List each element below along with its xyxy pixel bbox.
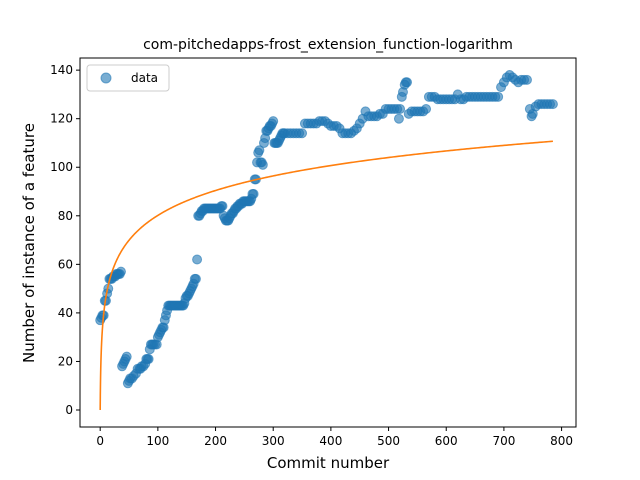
fit-line [99, 140, 553, 411]
y-tick-label: 100 [50, 160, 73, 174]
y-tick-label: 80 [58, 209, 73, 223]
x-tick-label: 200 [204, 434, 227, 448]
legend-label-data: data [131, 71, 158, 85]
x-tick-label: 500 [377, 434, 400, 448]
x-axis-label: Commit number [267, 454, 390, 472]
data-point [143, 354, 154, 365]
data-point [402, 77, 413, 88]
plot-area [95, 69, 558, 411]
data-point [297, 128, 308, 139]
data-point [421, 103, 432, 114]
data-point [393, 113, 404, 124]
y-tick-label: 40 [58, 306, 73, 320]
y-axis-label: Number of instance of a feature [20, 123, 38, 363]
y-tick-label: 140 [50, 63, 73, 77]
data-point [268, 116, 279, 127]
y-tick-label: 120 [50, 112, 73, 126]
data-point [257, 159, 268, 170]
y-tick-label: 60 [58, 257, 73, 271]
data-point [254, 145, 265, 156]
data-point [190, 273, 201, 284]
data-point [248, 188, 259, 199]
data-point [121, 351, 132, 362]
legend-marker-data [100, 72, 112, 84]
axis-ticks: 0 100 200 300 400 500 600 700 800 0 20 40 60 80 100 120… [50, 63, 573, 448]
data-point [493, 91, 504, 102]
y-tick-label: 20 [58, 354, 73, 368]
x-tick-label: 600 [435, 434, 458, 448]
x-tick-label: 700 [492, 434, 515, 448]
x-tick-label: 400 [319, 434, 342, 448]
data-point [115, 266, 126, 277]
x-tick-label: 300 [262, 434, 285, 448]
data-point [547, 99, 558, 110]
legend: data [86, 64, 170, 92]
data-point [217, 201, 228, 212]
x-tick-label: 100 [146, 434, 169, 448]
data-point [395, 103, 406, 114]
plot-frame [79, 57, 577, 428]
legend-box [86, 64, 170, 92]
x-tick-label: 0 [96, 434, 104, 448]
y-tick-label: 0 [65, 403, 73, 417]
data-point [521, 74, 532, 85]
x-tick-label: 800 [550, 434, 573, 448]
data-point [192, 254, 203, 265]
chart-title: com-pitchedapps-frost_extension_function… [143, 37, 513, 53]
